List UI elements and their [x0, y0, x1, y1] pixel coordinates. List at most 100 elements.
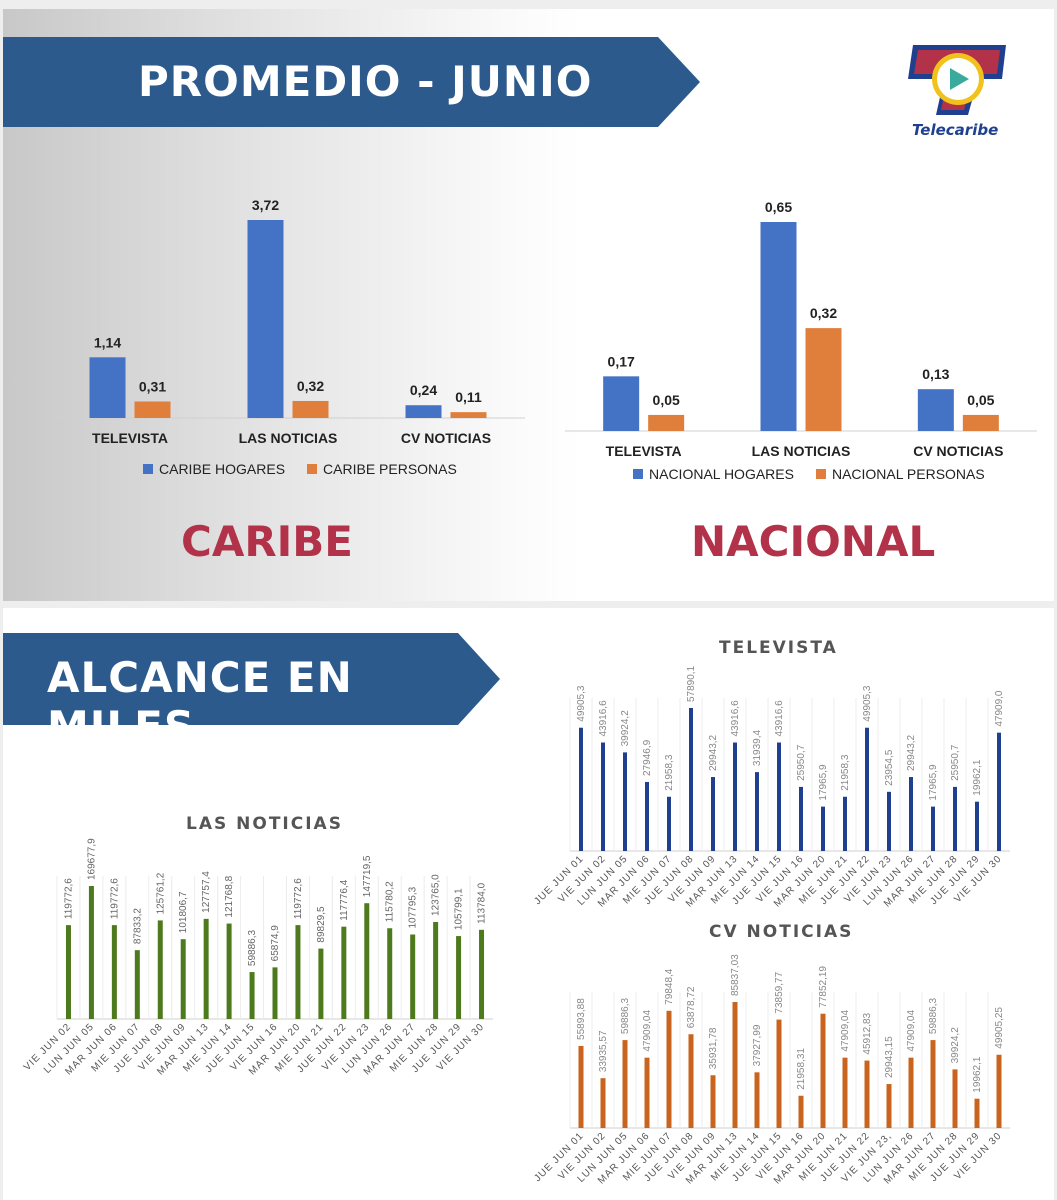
- bar: [134, 950, 140, 1019]
- televista-chart-title: TELEVISTA: [719, 638, 838, 658]
- bar-nacional-personas: [805, 328, 842, 431]
- data-label: 43916,6: [774, 700, 785, 737]
- data-label: 45912,83: [862, 1012, 873, 1054]
- data-label: 117776,4: [339, 879, 350, 920]
- data-label: 0,11: [455, 389, 482, 405]
- alcance-banner: ALCANCE EN MILES: [3, 633, 503, 751]
- category-label: TELEVISTA: [92, 430, 168, 446]
- data-label: 101806,7: [178, 891, 189, 933]
- bar: [364, 903, 370, 1019]
- data-label: 0,17: [608, 353, 635, 369]
- bar: [666, 1010, 672, 1128]
- bar: [952, 1069, 958, 1128]
- banner-arrow-shape: [3, 633, 500, 725]
- bar: [996, 1054, 1002, 1128]
- bar-caribe-personas: [134, 401, 171, 418]
- data-label: 29943,2: [906, 734, 917, 771]
- data-label: 0,32: [810, 305, 837, 321]
- data-label: 119772,6: [63, 878, 74, 919]
- data-label: 125761,2: [155, 872, 166, 914]
- data-label: 119772,6: [109, 878, 120, 919]
- bar: [821, 806, 825, 851]
- nacional-region-label: NACIONAL: [691, 517, 936, 566]
- bar: [226, 923, 232, 1019]
- bar: [887, 791, 891, 851]
- data-label: 123765,0: [431, 874, 442, 916]
- data-label: 0,05: [967, 392, 994, 408]
- bar: [799, 786, 803, 851]
- data-label: 113784,0: [477, 882, 488, 923]
- data-label: 19962,1: [972, 1056, 983, 1093]
- data-label: 25950,7: [796, 744, 807, 781]
- data-label: 55893,88: [576, 998, 587, 1040]
- bar: [710, 1075, 716, 1128]
- promedio-banner: PROMEDIO - JUNIO: [3, 37, 703, 127]
- bar: [341, 926, 347, 1019]
- data-label: 105799,1: [454, 888, 465, 930]
- bar: [249, 972, 255, 1019]
- bar: [180, 939, 186, 1019]
- bar: [733, 742, 737, 851]
- bar: [842, 1057, 848, 1128]
- bar-nacional-personas: [962, 414, 999, 431]
- data-label: 21958,3: [840, 754, 851, 791]
- data-label: 29943,15: [884, 1036, 895, 1078]
- bar: [997, 732, 1001, 851]
- data-label: 33935,57: [598, 1030, 609, 1072]
- bar: [975, 801, 979, 851]
- bar: [644, 1057, 650, 1128]
- data-label: 59886,3: [620, 998, 631, 1035]
- bar-caribe-personas: [450, 412, 487, 418]
- bar: [203, 918, 209, 1019]
- telecaribe-logo: Telecaribe: [898, 41, 1018, 146]
- bar: [157, 920, 163, 1019]
- data-label: 63878,72: [686, 986, 697, 1028]
- data-label: 39924,2: [950, 1027, 961, 1064]
- bar: [456, 936, 462, 1019]
- bar: [974, 1098, 980, 1128]
- data-label: 59886,3: [928, 998, 939, 1035]
- caribe-chart: 1,14 0,31 TELEVISTA 3,72 0,32 LAS NOTICIAS 0,2…: [51, 197, 525, 446]
- telecaribe-logo-text: Telecaribe: [912, 121, 999, 139]
- data-label: 127757,4: [201, 871, 212, 913]
- bar: [579, 727, 583, 851]
- data-label: 0,32: [297, 378, 324, 394]
- bar: [479, 929, 485, 1019]
- bar: [688, 1034, 694, 1128]
- data-label: 29943,2: [708, 734, 719, 771]
- bar-nacional-hogares: [603, 376, 640, 431]
- bar: [387, 928, 393, 1019]
- data-label: 0,13: [922, 366, 949, 382]
- data-label: 47909,04: [642, 1010, 653, 1052]
- bar: [410, 934, 416, 1019]
- bar: [645, 781, 649, 851]
- data-label: 147719,5: [362, 855, 373, 897]
- bar: [88, 886, 94, 1019]
- data-label: 25950,7: [950, 744, 961, 781]
- promedio-title: PROMEDIO - JUNIO: [138, 57, 593, 106]
- data-label: 49905,25: [994, 1007, 1005, 1049]
- data-label: 43916,6: [730, 700, 741, 737]
- category-label: LAS NOTICIAS: [752, 443, 851, 459]
- data-label: 3,72: [252, 197, 279, 213]
- bar: [843, 796, 847, 851]
- legend-swatch-personas: [815, 469, 826, 479]
- bar: [689, 708, 693, 851]
- bar: [622, 1040, 628, 1128]
- bar: [931, 806, 935, 851]
- data-label: 21958,31: [796, 1048, 807, 1090]
- bar-nacional-hogares: [760, 222, 797, 431]
- cv-noticias-chart-title: CV NOTICIAS: [709, 922, 854, 942]
- bar: [776, 1019, 782, 1128]
- bar: [272, 967, 278, 1019]
- bar: [601, 742, 605, 851]
- bar: [732, 1002, 738, 1128]
- category-label: CV NOTICIAS: [913, 443, 1003, 459]
- data-label: 85837,03: [730, 954, 741, 996]
- data-label: 39924,2: [620, 710, 631, 747]
- data-label: 27946,9: [642, 739, 653, 776]
- bar-nacional-hogares: [917, 389, 954, 431]
- legend-label: CARIBE PERSONAS: [323, 461, 457, 477]
- bar: [711, 777, 715, 851]
